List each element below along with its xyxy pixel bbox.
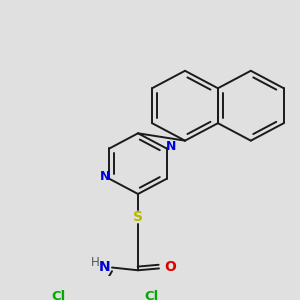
Text: N: N	[165, 140, 176, 153]
Text: O: O	[164, 260, 176, 274]
Text: N: N	[99, 260, 111, 274]
Text: H: H	[91, 256, 99, 268]
Text: N: N	[100, 170, 111, 184]
Text: S: S	[133, 210, 143, 224]
Text: Cl: Cl	[145, 290, 159, 300]
Text: Cl: Cl	[51, 290, 65, 300]
